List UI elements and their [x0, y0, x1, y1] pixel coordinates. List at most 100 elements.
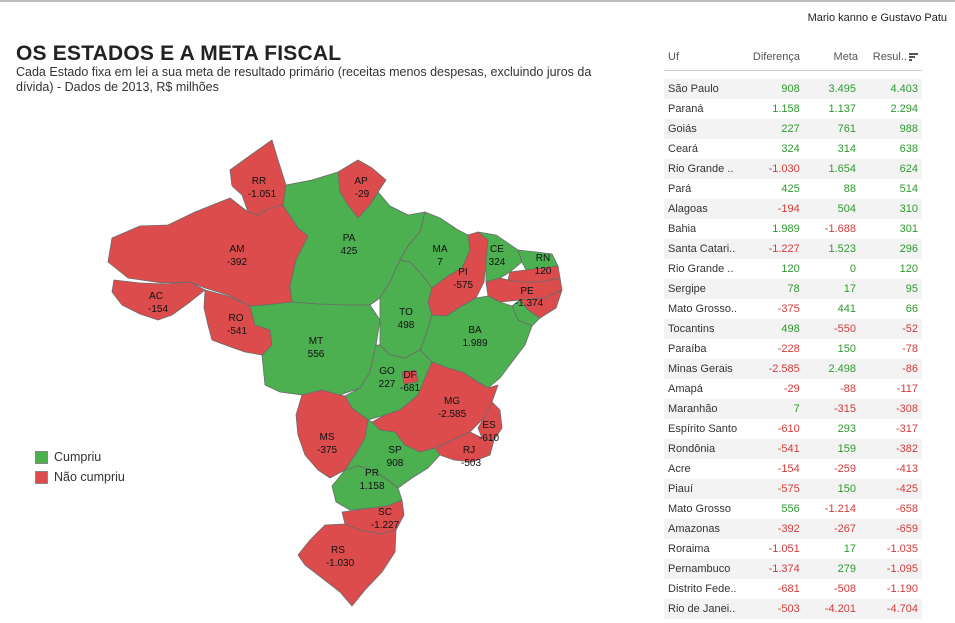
cell-meta: 504	[837, 203, 856, 215]
cell-diferenca: 425	[781, 183, 800, 195]
cell-uf: Bahia	[668, 223, 697, 235]
cell-resultado: 120	[899, 263, 918, 275]
state-rs[interactable]	[297, 523, 397, 607]
table-row[interactable]: Piauí -575 150 -425	[664, 479, 922, 499]
sort-descending-icon[interactable]	[909, 53, 918, 61]
table-row[interactable]: Bahia 1.989 -1.688 301	[664, 219, 922, 239]
table-row[interactable]: Amazonas -392 -267 -659	[664, 519, 922, 539]
map-label-value: -375	[317, 445, 337, 456]
legend-label: Cumpriu	[54, 450, 102, 464]
table-row[interactable]: Rio Grande .. 120 0 120	[664, 259, 922, 279]
map-label-code: RR	[252, 176, 266, 187]
table-row[interactable]: Distrito Fede.. -681 -508 -1.190	[664, 579, 922, 599]
cell-resultado: -659	[895, 523, 918, 535]
cell-diferenca: -2.585	[768, 363, 800, 375]
map-label-code: SC	[378, 507, 392, 518]
cell-meta: 88	[843, 183, 856, 195]
table-row[interactable]: Amapá -29 -88 -117	[664, 379, 922, 399]
cell-uf: São Paulo	[668, 83, 719, 95]
table-row[interactable]: Alagoas -194 504 310	[664, 199, 922, 219]
table-row[interactable]: Espírito Santo -610 293 -317	[664, 419, 922, 439]
column-header-meta[interactable]: Meta	[833, 51, 858, 63]
table-row[interactable]: Tocantins 498 -550 -52	[664, 319, 922, 339]
map-label-code: GO	[379, 366, 395, 377]
table-row[interactable]: Goiás 227 761 988	[664, 119, 922, 139]
cell-meta: 2.498	[828, 363, 856, 375]
cell-meta: 279	[837, 563, 856, 575]
cell-diferenca: 78	[787, 283, 800, 295]
map-label-value: 556	[308, 349, 325, 360]
table-row[interactable]: Rondônia -541 159 -382	[664, 439, 922, 459]
cell-resultado: 2.294	[890, 103, 918, 115]
map-label-value: 120	[535, 266, 552, 277]
map-label-code: MS	[320, 432, 335, 443]
map-label-value: -1.374	[515, 298, 544, 309]
map-label-code: PE	[520, 286, 534, 297]
table-row[interactable]: Pará 425 88 514	[664, 179, 922, 199]
page-title: OS ESTADOS E A META FISCAL	[16, 42, 342, 65]
cell-uf: Rio de Janei..	[668, 603, 736, 615]
map-label-value: -541	[227, 326, 247, 337]
byline: Mario kanno e Gustavo Patu	[807, 12, 947, 24]
table-row[interactable]: Paraíba -228 150 -78	[664, 339, 922, 359]
map-label-value: 498	[398, 320, 415, 331]
cell-resultado: 624	[899, 163, 918, 175]
cell-diferenca: -541	[777, 443, 800, 455]
page-subtitle: Cada Estado fixa em lei a sua meta de re…	[16, 65, 592, 94]
map-label-code: AC	[149, 291, 163, 302]
cell-diferenca: 227	[781, 123, 800, 135]
table-row[interactable]: Rio Grande .. -1.030 1.654 624	[664, 159, 922, 179]
map-label-value: 324	[489, 257, 506, 268]
map-label-value: 908	[387, 458, 404, 469]
cell-diferenca: -154	[777, 463, 800, 475]
cell-meta: -267	[833, 523, 856, 535]
map-label-value: -2.585	[438, 409, 467, 420]
column-header-uf[interactable]: Uf	[668, 51, 679, 63]
state-ac[interactable]	[111, 279, 206, 321]
table-row[interactable]: Pernambuco -1.374 279 -1.095	[664, 559, 922, 579]
map-label-value: -1.051	[248, 189, 277, 200]
table-row[interactable]: São Paulo 908 3.495 4.403	[664, 79, 922, 99]
map-label-code: PI	[458, 267, 467, 278]
legend-item-cumpriu[interactable]: Cumpriu	[35, 447, 125, 467]
column-header-resultado[interactable]: Resul..	[858, 51, 922, 63]
table-row[interactable]: Mato Grosso.. -375 441 66	[664, 299, 922, 319]
cell-meta: 150	[837, 483, 856, 495]
table-row[interactable]: Minas Gerais -2.585 2.498 -86	[664, 359, 922, 379]
cell-uf: Santa Catari..	[668, 243, 736, 255]
map-label-value: -1.030	[326, 558, 355, 569]
map-label-value: -503	[461, 458, 481, 469]
state-sp[interactable]	[344, 419, 441, 489]
table-row[interactable]: Mato Grosso 556 -1.214 -658	[664, 499, 922, 519]
table-row[interactable]: Santa Catari.. -1.227 1.523 296	[664, 239, 922, 259]
cell-meta: -508	[833, 583, 856, 595]
state-ce[interactable]	[477, 231, 523, 283]
table-row[interactable]: Sergipe 78 17 95	[664, 279, 922, 299]
cell-resultado: 95	[905, 283, 918, 295]
cell-resultado: 301	[899, 223, 918, 235]
legend-swatch-cumpriu	[35, 450, 48, 464]
cell-uf: Piauí	[668, 483, 694, 495]
table-row[interactable]: Rio de Janei.. -503 -4.201 -4.704	[664, 599, 922, 619]
cell-uf: Minas Gerais	[668, 363, 733, 375]
cell-resultado: 310	[899, 203, 918, 215]
cell-resultado: -78	[902, 343, 918, 355]
cell-meta: 150	[837, 343, 856, 355]
cell-meta: -259	[833, 463, 856, 475]
cell-meta: 17	[843, 543, 856, 555]
table-row[interactable]: Roraima -1.051 17 -1.035	[664, 539, 922, 559]
cell-uf: Goiás	[668, 123, 697, 135]
cell-uf: Mato Grosso..	[668, 303, 738, 315]
table-row[interactable]: Maranhão 7 -315 -308	[664, 399, 922, 419]
cell-meta: 1.137	[828, 103, 856, 115]
state-df[interactable]	[401, 369, 419, 385]
table-row[interactable]: Ceará 324 314 638	[664, 139, 922, 159]
table-row[interactable]: Paraná 1.158 1.137 2.294	[664, 99, 922, 119]
cell-meta: 1.654	[828, 163, 856, 175]
cell-diferenca: -194	[777, 203, 800, 215]
map-label-code: RN	[536, 253, 550, 264]
legend-item-nao-cumpriu[interactable]: Não cumpriu	[35, 467, 125, 487]
column-header-diferenca[interactable]: Diferença	[752, 51, 800, 63]
cell-resultado: -86	[902, 363, 918, 375]
table-row[interactable]: Acre -154 -259 -413	[664, 459, 922, 479]
